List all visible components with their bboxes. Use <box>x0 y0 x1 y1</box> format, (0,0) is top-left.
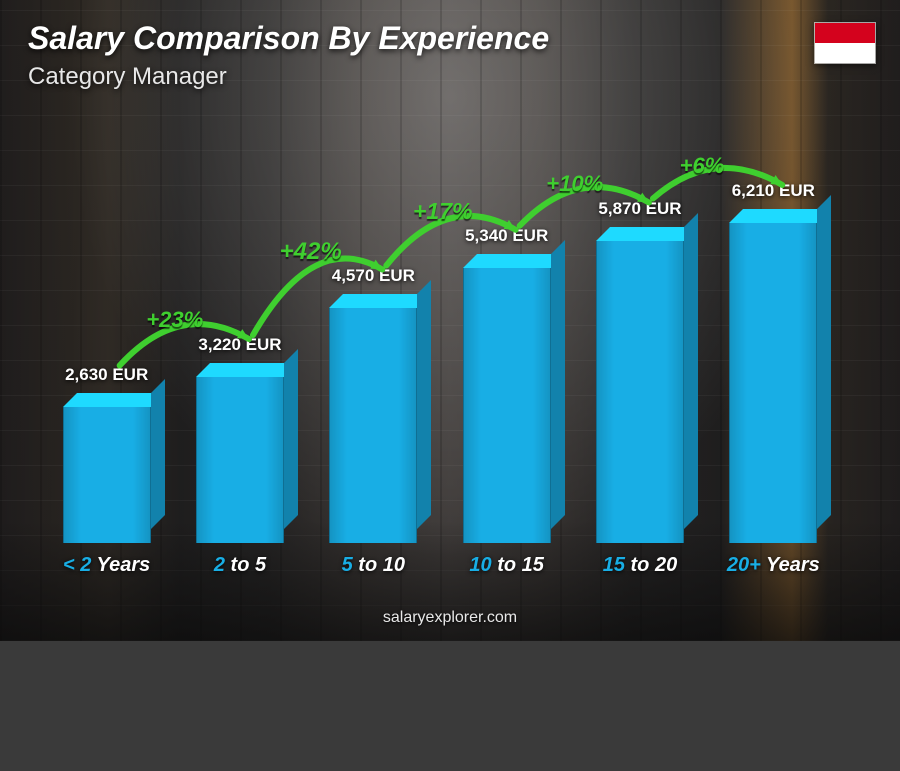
bar <box>596 241 684 543</box>
footer-credit: salaryexplorer.com <box>0 609 900 627</box>
bar-top-face <box>729 209 831 223</box>
bar-value-label: 5,870 EUR <box>598 199 681 219</box>
xlabel-plain: to 5 <box>225 554 266 576</box>
bar-value-label: 3,220 EUR <box>198 335 281 355</box>
xlabel-plain: Years <box>91 554 150 576</box>
bar-value-label: 4,570 EUR <box>332 266 415 286</box>
bar-slot: 6,210 EUR20+ Years <box>707 181 840 543</box>
bar-front-face <box>463 268 551 543</box>
bar-slot: 4,570 EUR5 to 10 <box>307 266 440 543</box>
bar-slot: 2,630 EUR< 2 Years <box>40 365 173 543</box>
bar-top-face <box>329 294 431 308</box>
flag-bottom-stripe <box>815 43 875 63</box>
xlabel-accent: < 2 <box>63 554 91 576</box>
xlabel-plain: Years <box>761 554 820 576</box>
bar-front-face <box>196 377 284 543</box>
xlabel-plain: to 15 <box>492 554 544 576</box>
chart-title: Salary Comparison By Experience <box>28 20 872 57</box>
bar-front-face <box>596 241 684 543</box>
bar-value-label: 6,210 EUR <box>732 181 815 201</box>
bar <box>463 268 551 543</box>
bar-side-face <box>151 379 165 529</box>
bar-x-label: 20+ Years <box>727 554 820 577</box>
bar-x-label: 15 to 20 <box>603 554 678 577</box>
bar-top-face <box>196 363 298 377</box>
flag-top-stripe <box>815 23 875 43</box>
bar <box>63 407 151 543</box>
bar-x-label: 10 to 15 <box>469 554 544 577</box>
bar <box>729 223 817 543</box>
bar-x-label: 2 to 5 <box>214 554 266 577</box>
bar-side-face <box>417 280 431 529</box>
xlabel-plain: to 20 <box>625 554 677 576</box>
bar-front-face <box>729 223 817 543</box>
bar-slot: 3,220 EUR2 to 5 <box>173 335 306 543</box>
xlabel-accent: 10 <box>469 554 491 576</box>
bar-front-face <box>329 308 417 543</box>
bar-chart: 2,630 EUR< 2 Years3,220 EUR2 to 54,570 E… <box>40 130 840 581</box>
bar-x-label: 5 to 10 <box>342 554 405 577</box>
bar-side-face <box>684 213 698 529</box>
bars-container: 2,630 EUR< 2 Years3,220 EUR2 to 54,570 E… <box>40 163 840 543</box>
bar-value-label: 5,340 EUR <box>465 226 548 246</box>
bar-side-face <box>817 195 831 529</box>
bar <box>329 308 417 543</box>
xlabel-accent: 15 <box>603 554 625 576</box>
header: Salary Comparison By Experience Category… <box>28 20 872 91</box>
bar-side-face <box>284 349 298 529</box>
bar-side-face <box>551 240 565 529</box>
bar-slot: 5,870 EUR15 to 20 <box>573 199 706 543</box>
bar <box>196 377 284 543</box>
bar-value-label: 2,630 EUR <box>65 365 148 385</box>
bar-front-face <box>63 407 151 543</box>
xlabel-plain: to 10 <box>353 554 405 576</box>
xlabel-accent: 20+ <box>727 554 761 576</box>
country-flag <box>814 22 876 64</box>
chart-subtitle: Category Manager <box>28 63 872 91</box>
bar-top-face <box>596 227 698 241</box>
xlabel-accent: 2 <box>214 554 225 576</box>
bar-top-face <box>63 393 165 407</box>
bar-top-face <box>463 254 565 268</box>
bar-slot: 5,340 EUR10 to 15 <box>440 226 573 543</box>
bar-x-label: < 2 Years <box>63 554 150 577</box>
xlabel-accent: 5 <box>342 554 353 576</box>
